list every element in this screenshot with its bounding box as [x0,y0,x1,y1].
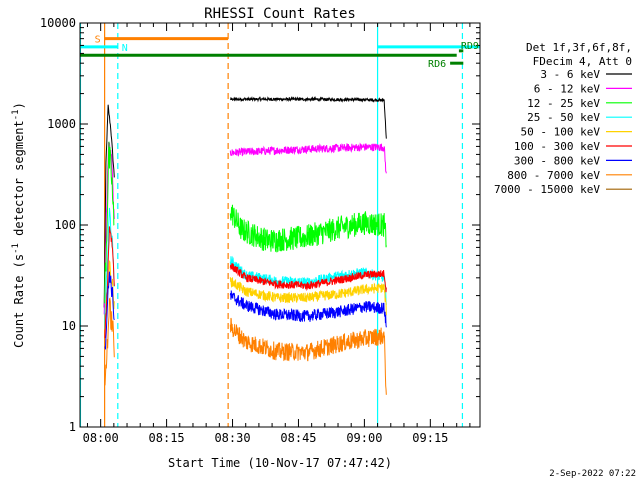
y-tick-label: 1000 [47,117,76,131]
series-line [229,317,387,395]
legend-entry-label: 300 - 800 keV [514,154,600,167]
series-line [104,226,115,339]
series-line [229,263,387,293]
flag-label: N [122,43,128,54]
y-axis-label-tail: detector segment [12,120,26,243]
legend: Det 1f,3f,6f,8f,FDecim 4, Att 03 - 6 keV… [494,41,632,196]
y-axis: 1 10 100 1000 10000 [40,16,480,434]
y-tick-label: 100 [54,218,76,232]
series-line [104,297,115,386]
x-tick-label: 08:15 [149,431,185,445]
y-axis-label: Count Rate (s-1 detector segment-1) [11,102,26,348]
legend-entry-label: 50 - 100 keV [521,126,601,139]
x-tick-label: 09:00 [346,431,382,445]
x-axis-label: Start Time (10-Nov-17 07:47:42) [168,456,392,470]
legend-entry-label: 25 - 50 keV [527,111,600,124]
legend-entry-label: 800 - 7000 keV [507,169,600,182]
y-axis-label-sup: -1 [11,243,21,254]
legend-entry-label: 7000 - 15000 keV [494,183,600,196]
x-tick-label: 08:30 [214,431,250,445]
series-line [104,271,115,350]
y-axis-label-sup2: -1 [11,109,21,120]
y-tick-label: 10 [62,319,76,333]
legend-entry-label: 6 - 12 keV [534,82,601,95]
x-tick-label: 08:00 [83,431,119,445]
legend-entry-label: 100 - 300 keV [514,140,600,153]
series-line [230,95,387,139]
timestamp: 2-Sep-2022 07:22 [549,469,636,479]
flag-label: RD9 [461,41,479,52]
y-axis-label-close: ) [12,102,26,109]
series-line [229,204,387,253]
legend-entry-label: 12 - 25 keV [527,97,600,110]
flag-label: RD6 [428,59,446,70]
series-line [229,277,387,316]
series-line [104,207,115,330]
x-axis: 08:00 08:15 08:30 08:45 09:00 09:15 [83,23,471,445]
y-tick-label: 10000 [40,16,76,30]
legend-header: Det 1f,3f,6f,8f, [526,41,632,54]
series-line [229,290,387,328]
y-tick-label: 1 [69,420,76,434]
y-axis-label-main: Count Rate (s [12,254,26,348]
chart-title: RHESSI Count Rates [204,6,356,22]
series-line [229,142,387,174]
plot-area [80,23,480,427]
x-tick-label: 08:45 [280,431,316,445]
legend-entry-label: 3 - 6 keV [540,68,600,81]
x-tick-label: 09:15 [412,431,448,445]
series-line [103,104,115,308]
legend-header: FDecim 4, Att 0 [533,55,632,68]
series-line [104,141,115,304]
flag-label: S [95,35,101,46]
